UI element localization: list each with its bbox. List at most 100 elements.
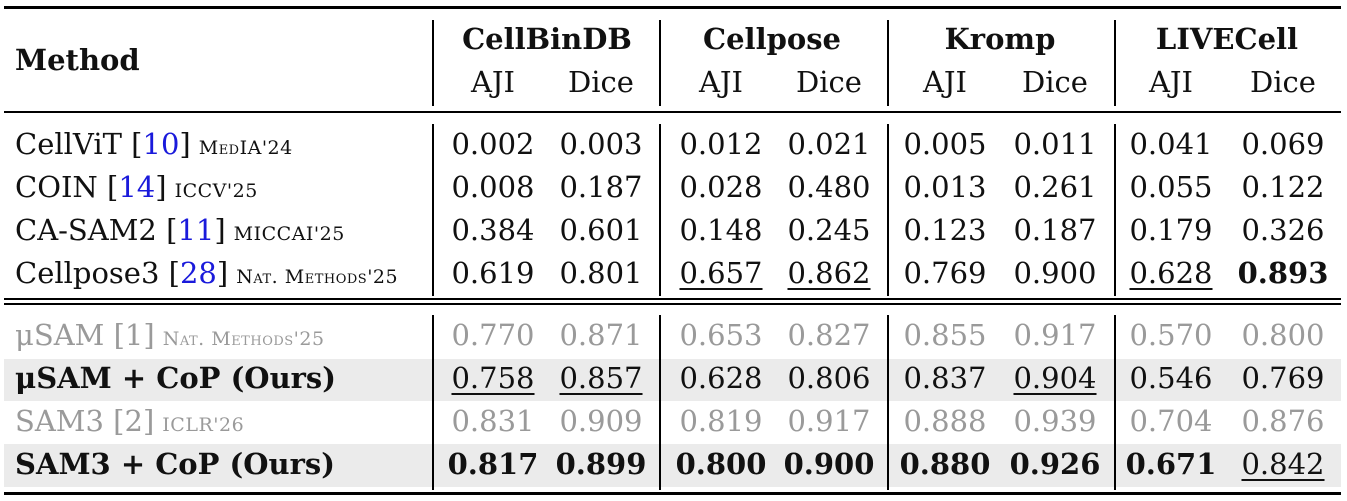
metric-value: 0.704 bbox=[1119, 404, 1223, 438]
metric-value: 0.657 bbox=[669, 256, 773, 290]
metric-value-text: 0.871 bbox=[559, 318, 643, 352]
top-rule bbox=[4, 6, 1341, 9]
metric-value-text: 0.069 bbox=[1241, 127, 1325, 161]
metric-value-text: 0.855 bbox=[903, 318, 987, 352]
column-divider bbox=[659, 315, 661, 490]
metric-value-text: 0.008 bbox=[451, 170, 535, 204]
metric-value-text: 0.704 bbox=[1129, 404, 1213, 438]
metric-value-text: 0.917 bbox=[787, 404, 871, 438]
method-name: COIN [14] ICCV'25 bbox=[15, 170, 258, 204]
method-name: Cellpose3 [28] Nat. Methods'25 bbox=[15, 256, 399, 290]
metric-value-text: 0.326 bbox=[1241, 213, 1325, 247]
column-divider bbox=[659, 20, 661, 106]
metric-value-text: 0.012 bbox=[679, 127, 763, 161]
metric-value: 0.480 bbox=[777, 170, 881, 204]
column-divider bbox=[432, 315, 434, 490]
metric-value: 0.069 bbox=[1231, 127, 1335, 161]
venue-label: Nat. Methods'25 bbox=[162, 328, 325, 350]
method-name: CA-SAM2 [11] MICCAI'25 bbox=[15, 213, 345, 247]
metric-value-text: 0.653 bbox=[679, 318, 763, 352]
metric-value: 0.893 bbox=[1231, 256, 1335, 290]
metric-value: 0.013 bbox=[893, 170, 997, 204]
metric-value-text: 0.013 bbox=[903, 170, 987, 204]
method-label: SAM3 bbox=[15, 404, 104, 438]
metric-value: 0.857 bbox=[549, 361, 653, 395]
dataset-header: LIVECell bbox=[1155, 22, 1299, 56]
metric-value: 0.123 bbox=[893, 213, 997, 247]
dataset-header: CellBinDB bbox=[462, 22, 632, 56]
metric-value: 0.817 bbox=[441, 447, 545, 481]
metric-value: 0.917 bbox=[777, 404, 881, 438]
group-rule-bottom bbox=[4, 303, 1341, 305]
method-label: μSAM + CoP (Ours) bbox=[15, 361, 336, 395]
metric-header: AJI bbox=[698, 65, 744, 99]
method-header: Method bbox=[15, 43, 140, 77]
metric-header: Dice bbox=[1250, 65, 1316, 99]
metric-value-text: 0.893 bbox=[1237, 256, 1329, 290]
method-name: CellViT [10] MedIA'24 bbox=[15, 127, 293, 161]
metric-value-text: 0.123 bbox=[903, 213, 987, 247]
metric-value: 0.888 bbox=[893, 404, 997, 438]
metric-value-text: 0.801 bbox=[559, 256, 643, 290]
metric-value: 0.187 bbox=[1003, 213, 1107, 247]
bottom-rule bbox=[4, 492, 1341, 495]
metric-value: 0.628 bbox=[669, 361, 773, 395]
metric-value-text: 0.827 bbox=[787, 318, 871, 352]
metric-value-text: 0.862 bbox=[787, 256, 871, 290]
dataset-header: Cellpose bbox=[703, 22, 841, 56]
metric-value: 0.619 bbox=[441, 256, 545, 290]
method-label: μSAM bbox=[15, 318, 105, 352]
citation-link[interactable]: 14 bbox=[118, 170, 156, 204]
metric-value-text: 0.570 bbox=[1129, 318, 1213, 352]
metric-value: 0.769 bbox=[1231, 361, 1335, 395]
metric-value: 0.179 bbox=[1119, 213, 1223, 247]
metric-value-text: 0.817 bbox=[447, 447, 539, 481]
metric-value-text: 0.769 bbox=[903, 256, 987, 290]
column-divider bbox=[1114, 20, 1116, 106]
metric-value: 0.028 bbox=[669, 170, 773, 204]
method-name: μSAM [1] Nat. Methods'25 bbox=[15, 318, 325, 352]
metric-value-text: 0.769 bbox=[1241, 361, 1325, 395]
metric-value: 0.008 bbox=[441, 170, 545, 204]
venue-label: MICCAI'25 bbox=[233, 223, 345, 245]
metric-value-text: 0.857 bbox=[559, 361, 643, 395]
method-name: SAM3 [2] ICLR'26 bbox=[15, 404, 245, 438]
method-name: SAM3 + CoP (Ours) bbox=[15, 447, 335, 481]
metric-value-text: 0.628 bbox=[1129, 256, 1213, 290]
metric-value-text: 0.122 bbox=[1241, 170, 1325, 204]
citation-link[interactable]: 2 bbox=[124, 404, 143, 438]
metric-value: 0.806 bbox=[777, 361, 881, 395]
metric-value: 0.628 bbox=[1119, 256, 1223, 290]
citation-link[interactable]: 11 bbox=[177, 213, 215, 247]
metric-value: 0.917 bbox=[1003, 318, 1107, 352]
citation-link[interactable]: 10 bbox=[142, 127, 180, 161]
venue-label: Nat. Methods'25 bbox=[236, 266, 399, 288]
metric-value-text: 0.002 bbox=[451, 127, 535, 161]
column-divider bbox=[887, 315, 889, 490]
metric-value-text: 0.657 bbox=[679, 256, 763, 290]
metric-value-text: 0.842 bbox=[1241, 447, 1325, 481]
metric-value: 0.876 bbox=[1231, 404, 1335, 438]
metric-value: 0.384 bbox=[441, 213, 545, 247]
metric-value: 0.842 bbox=[1231, 447, 1335, 481]
metric-value-text: 0.187 bbox=[559, 170, 643, 204]
metric-value: 0.148 bbox=[669, 213, 773, 247]
method-label: COIN bbox=[15, 170, 98, 204]
ours-row-band-2 bbox=[4, 444, 1341, 487]
column-divider bbox=[432, 20, 434, 106]
metric-value-text: 0.011 bbox=[1013, 127, 1097, 161]
metric-value-text: 0.837 bbox=[903, 361, 987, 395]
metric-value: 0.855 bbox=[893, 318, 997, 352]
metric-value-text: 0.904 bbox=[1013, 361, 1097, 395]
method-name: μSAM + CoP (Ours) bbox=[15, 361, 336, 395]
metric-value-text: 0.671 bbox=[1125, 447, 1217, 481]
citation-link[interactable]: 28 bbox=[179, 256, 217, 290]
citation-link[interactable]: 1 bbox=[124, 318, 144, 352]
metric-value: 0.546 bbox=[1119, 361, 1223, 395]
metric-value-text: 0.770 bbox=[451, 318, 535, 352]
column-divider bbox=[1114, 315, 1116, 490]
metric-value: 0.326 bbox=[1231, 213, 1335, 247]
metric-value: 0.245 bbox=[777, 213, 881, 247]
metric-value: 0.900 bbox=[1003, 256, 1107, 290]
metric-value-text: 0.909 bbox=[559, 404, 643, 438]
